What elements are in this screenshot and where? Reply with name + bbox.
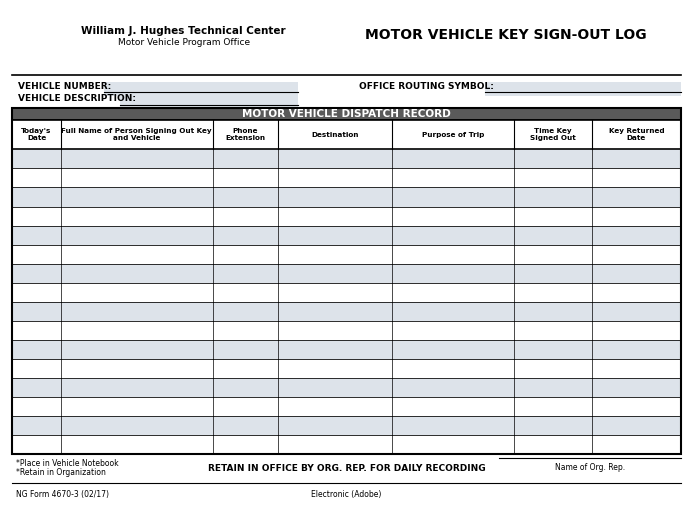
Bar [12,108,681,120]
Text: William J. Hughes Technical Center: William J. Hughes Technical Center [81,26,286,36]
Bar [120,95,298,109]
Text: Time Key
Signed Out: Time Key Signed Out [530,128,576,142]
Text: OFFICE ROUTING SYMBOL:: OFFICE ROUTING SYMBOL: [359,81,494,91]
Bar [12,149,681,168]
Text: MOTOR VEHICLE KEY SIGN-OUT LOG: MOTOR VEHICLE KEY SIGN-OUT LOG [365,28,647,42]
Text: VEHICLE DESCRIPTION:: VEHICLE DESCRIPTION: [18,94,136,104]
Bar [12,108,681,454]
Text: VEHICLE NUMBER:: VEHICLE NUMBER: [18,81,112,91]
Bar [12,226,681,245]
Bar [12,416,681,435]
Bar [12,168,681,187]
Bar [12,187,681,207]
Bar [12,283,681,302]
Text: NG Form 4670-3 (02/17): NG Form 4670-3 (02/17) [16,490,109,499]
Text: *Place in Vehicle Notebook: *Place in Vehicle Notebook [16,459,119,468]
Text: Today's
Date: Today's Date [21,128,52,142]
Bar [12,264,681,283]
Text: Key Returned
Date: Key Returned Date [608,128,665,142]
Text: MOTOR VEHICLE DISPATCH RECORD: MOTOR VEHICLE DISPATCH RECORD [242,109,451,119]
Bar [12,359,681,378]
Bar [12,207,681,226]
Text: Phone
Extension: Phone Extension [225,128,265,142]
Bar [12,435,681,454]
Bar [12,340,681,359]
Text: Purpose of Trip: Purpose of Trip [421,132,484,138]
Text: Destination: Destination [311,132,359,138]
Text: Electronic (Adobe): Electronic (Adobe) [311,490,382,499]
Bar [12,378,681,397]
Text: RETAIN IN OFFICE BY ORG. REP. FOR DAILY RECORDING: RETAIN IN OFFICE BY ORG. REP. FOR DAILY … [208,464,485,473]
Bar [12,302,681,321]
Text: Name of Org. Rep.: Name of Org. Rep. [554,463,625,472]
Bar [12,245,681,264]
Text: *Retain in Organization: *Retain in Organization [16,468,106,477]
Bar [485,82,681,96]
Bar [12,120,681,149]
Bar [12,321,681,340]
Text: Full Name of Person Signing Out Key
and Vehicle: Full Name of Person Signing Out Key and … [62,128,212,142]
Bar [12,397,681,416]
Bar [104,82,298,96]
Text: Motor Vehicle Program Office: Motor Vehicle Program Office [118,38,249,47]
